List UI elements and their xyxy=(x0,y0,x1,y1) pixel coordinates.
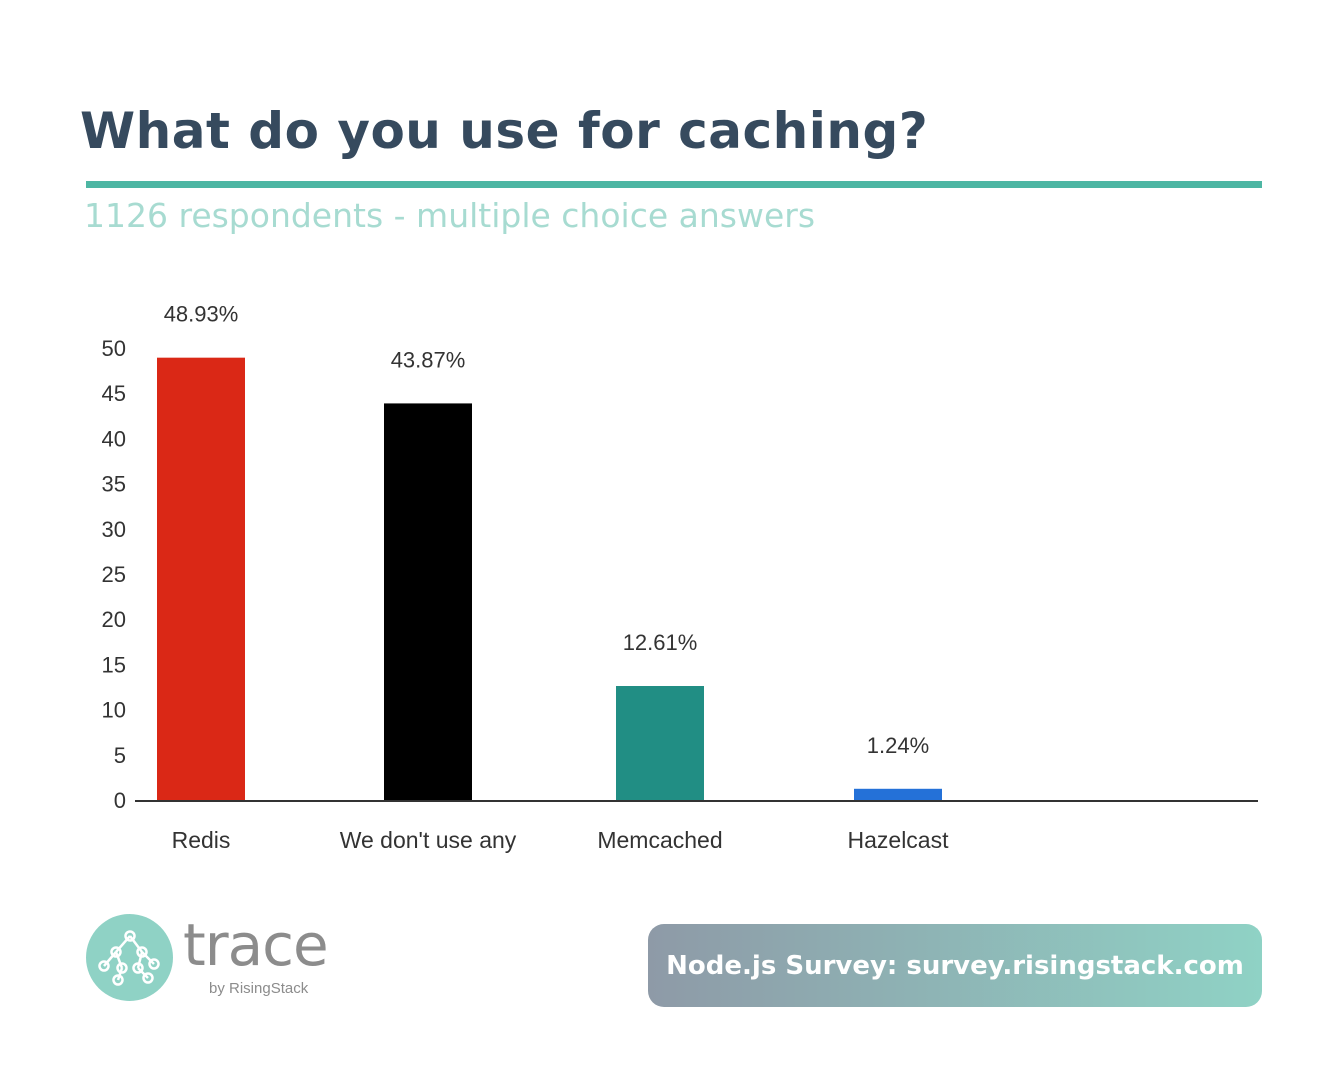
data-label: 43.87% xyxy=(391,347,466,372)
bar-chart: 0 5 10 15 20 25 30 35 40 45 50 48.93% 43.87% 12.61% 1… xyxy=(102,302,1258,853)
category-label: Hazelcast xyxy=(848,827,950,853)
logo-wordmark: trace xyxy=(183,911,329,979)
bar xyxy=(157,357,245,800)
title-underline xyxy=(86,181,1262,188)
y-tick-label: 45 xyxy=(102,381,126,406)
category-label: Memcached xyxy=(597,827,722,853)
y-axis-ticks: 0 5 10 15 20 25 30 35 40 45 50 xyxy=(102,336,126,813)
bar xyxy=(616,686,704,800)
y-tick-label: 10 xyxy=(102,698,126,723)
y-tick-label: 20 xyxy=(102,607,126,632)
data-labels: 48.93% 43.87% 12.61% 1.24% xyxy=(164,302,930,758)
y-tick-label: 15 xyxy=(102,652,126,677)
data-label: 48.93% xyxy=(164,302,239,327)
category-label: Redis xyxy=(172,827,231,853)
category-labels: Redis We don't use any Memcached Hazelcast xyxy=(172,827,950,853)
category-label: We don't use any xyxy=(340,827,517,853)
bar xyxy=(854,788,942,800)
chart-title: What do you use for caching? xyxy=(80,102,929,160)
y-tick-label: 5 xyxy=(114,743,126,768)
data-label: 12.61% xyxy=(623,630,698,655)
y-tick-label: 30 xyxy=(102,517,126,542)
y-tick-label: 35 xyxy=(102,472,126,497)
trace-network-icon xyxy=(86,914,173,1001)
survey-banner[interactable]: Node.js Survey: survey.risingstack.com xyxy=(648,924,1262,1007)
logo-byline: by RisingStack xyxy=(209,980,309,997)
y-tick-label: 40 xyxy=(102,426,126,451)
y-tick-label: 50 xyxy=(102,336,126,361)
survey-link-text[interactable]: Node.js Survey: survey.risingstack.com xyxy=(666,950,1244,981)
bar xyxy=(384,403,472,800)
y-tick-label: 0 xyxy=(114,788,126,813)
chart-subtitle: 1126 respondents - multiple choice answe… xyxy=(84,196,816,235)
bars xyxy=(157,357,942,800)
trace-logo: trace by RisingStack xyxy=(86,914,346,1004)
y-tick-label: 25 xyxy=(102,562,126,587)
data-label: 1.24% xyxy=(867,733,929,758)
